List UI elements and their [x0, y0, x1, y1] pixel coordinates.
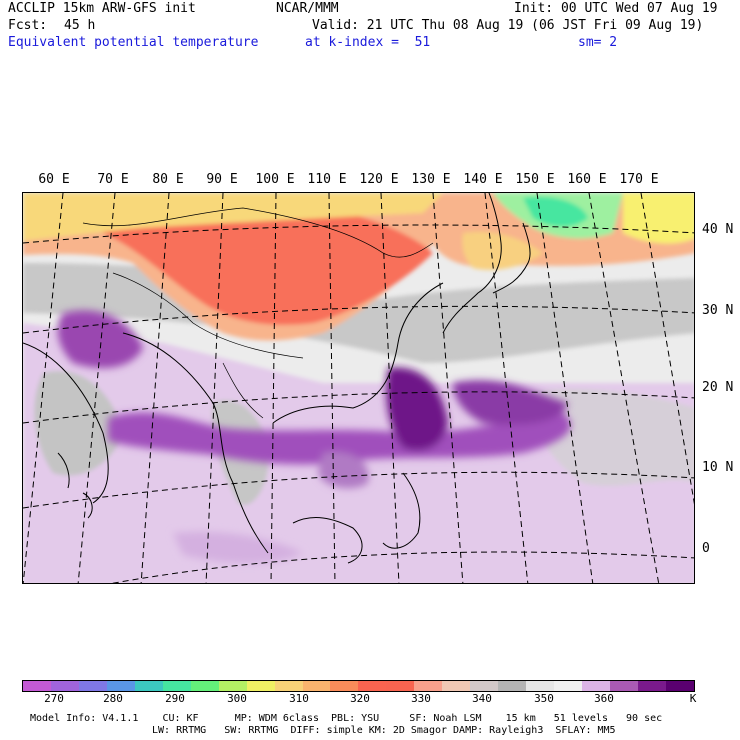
valid-time: Valid: 21 UTC Thu 08 Aug 19 (06 JST Fri … — [312, 18, 704, 33]
colorbar-label: 270 — [44, 692, 64, 705]
colorbar — [22, 680, 695, 692]
lon-label: 110 E — [307, 172, 347, 187]
map-canvas — [23, 193, 694, 583]
colorbar-label: 280 — [103, 692, 123, 705]
lon-label: 130 E — [411, 172, 451, 187]
field-name: Equivalent potential temperature — [8, 35, 259, 50]
model-info-line2: LW: RRTMG SW: RRTMG DIFF: simple KM: 2D … — [152, 725, 616, 736]
colorbar-swatch — [134, 681, 163, 691]
moist-band — [57, 310, 571, 564]
colorbar-swatch — [637, 681, 666, 691]
lat-label: 10 N — [702, 460, 734, 475]
colorbar-swatch — [106, 681, 135, 691]
colorbar-swatch — [330, 681, 359, 691]
colorbar-swatch — [23, 681, 51, 691]
colorbar-label: 330 — [411, 692, 431, 705]
field-shading — [23, 193, 694, 583]
lon-label: 100 E — [255, 172, 295, 187]
smoothing-label: sm= 2 — [578, 35, 618, 50]
colorbar-label: 300 — [227, 692, 247, 705]
model-title: ACCLIP 15km ARW-GFS init — [8, 1, 196, 16]
colorbar-swatch — [246, 681, 275, 691]
lon-label: 170 E — [619, 172, 659, 187]
colorbar-swatch — [498, 681, 527, 691]
colorbar-swatch — [442, 681, 471, 691]
lon-label: 120 E — [359, 172, 399, 187]
theta-e-map — [22, 192, 695, 584]
colorbar-label: 290 — [165, 692, 185, 705]
colorbar-label: 340 — [472, 692, 492, 705]
graticule — [23, 193, 694, 583]
fcst-value: 45 h — [64, 18, 96, 33]
colorbar-swatch — [526, 681, 555, 691]
colorbar-swatch — [50, 681, 79, 691]
lat-label: 30 N — [702, 303, 734, 318]
model-info-line1: Model Info: V4.1.1 CU: KF MP: WDM 6class… — [30, 713, 663, 724]
lat-label: 40 N — [702, 222, 734, 237]
level-label: at k-index = 51 — [305, 35, 431, 50]
colorbar-swatch — [665, 681, 694, 691]
borders — [82, 207, 434, 419]
lon-label: 160 E — [567, 172, 607, 187]
colorbar-swatch — [582, 681, 611, 691]
lon-label: 80 E — [152, 172, 184, 187]
lon-label: 150 E — [515, 172, 555, 187]
lon-label: 70 E — [97, 172, 129, 187]
colorbar-swatch — [414, 681, 443, 691]
lon-label: 60 E — [38, 172, 70, 187]
lon-label: 140 E — [463, 172, 503, 187]
coastlines — [23, 193, 531, 564]
colorbar-swatch — [358, 681, 387, 691]
colorbar-swatch — [610, 681, 638, 691]
org-label: NCAR/MMM — [276, 1, 339, 16]
lon-label: 90 E — [206, 172, 238, 187]
colorbar-swatch — [190, 681, 219, 691]
colorbar-swatch — [386, 681, 415, 691]
colorbar-swatch — [274, 681, 303, 691]
fcst-label: Fcst: — [8, 18, 48, 33]
colorbar-swatch — [218, 681, 247, 691]
colorbar-swatch — [302, 681, 331, 691]
colorbar-label: 360 — [594, 692, 614, 705]
colorbar-swatch — [554, 681, 583, 691]
lat-label: 0 — [702, 541, 710, 556]
colorbar-swatch — [162, 681, 191, 691]
init-time: Init: 00 UTC Wed 07 Aug 19 — [514, 1, 718, 16]
colorbar-label: 320 — [350, 692, 370, 705]
colorbar-label: 350 — [534, 692, 554, 705]
colorbar-label: 310 — [289, 692, 309, 705]
colorbar-swatch — [78, 681, 107, 691]
colorbar-unit: K — [689, 692, 697, 705]
lat-label: 20 N — [702, 380, 734, 395]
colorbar-swatch — [470, 681, 499, 691]
